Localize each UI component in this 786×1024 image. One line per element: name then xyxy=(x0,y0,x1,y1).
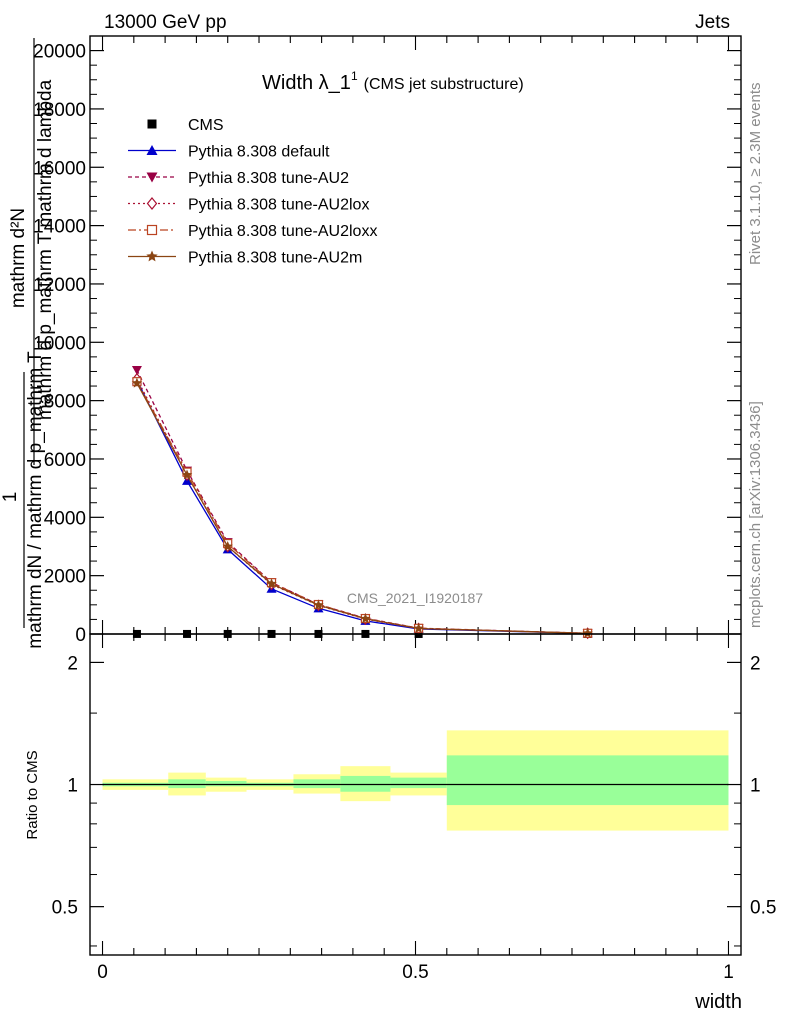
y-label-denominator: mathrm d p_mathrm T mathrm d lambda xyxy=(35,79,56,420)
legend-marker xyxy=(147,119,157,129)
ratio-axis-ticks xyxy=(90,634,741,955)
ratio-inner-band xyxy=(205,781,247,787)
series-line xyxy=(136,382,588,634)
legend-label: Pythia 8.308 tune-AU2 xyxy=(188,170,349,187)
legend-label: Pythia 8.308 tune-AU2m xyxy=(188,250,362,267)
ratio-inner-band xyxy=(390,777,447,789)
y-label-numerator: mathrm d²N xyxy=(8,208,29,308)
x-tick-label: 0 xyxy=(97,962,108,983)
ratio-y-tick-label: 2 xyxy=(67,653,78,674)
analysis-watermark: CMS_2021_I1920187 xyxy=(347,590,483,606)
chart-title: Width λ_11 (CMS jet substructure) xyxy=(262,69,524,94)
legend-marker xyxy=(146,224,158,236)
ratio-y-tick-labels: 0.5 0.5 1 1 2 2 xyxy=(52,653,777,918)
main-y-tick-label: 16000 xyxy=(33,158,86,179)
ratio-y-tick-label-right: 2 xyxy=(750,653,761,674)
x-tick-label: 0.5 xyxy=(402,962,428,983)
data-point xyxy=(266,578,277,589)
ratio-inner-band xyxy=(446,755,729,806)
main-y-tick-label: 14000 xyxy=(33,217,86,238)
y-label-prefix-denominator: mathrm dN / mathrm d p_mathrm T xyxy=(25,351,46,649)
legend: CMS Pythia 8.308 default Pythia 8.308 tune… xyxy=(128,117,377,267)
y-label-prefix-numerator: 1 xyxy=(0,492,21,503)
ratio-inner-band xyxy=(293,779,341,789)
legend-marker xyxy=(146,172,158,183)
header-energy: 13000 GeV pp xyxy=(104,12,227,33)
data-point xyxy=(413,623,424,633)
legend-marker xyxy=(146,197,158,210)
data-point xyxy=(222,541,233,551)
main-y-tick-label: 10000 xyxy=(33,333,86,354)
data-point xyxy=(360,613,371,624)
legend-marker xyxy=(146,145,158,155)
ratio-y-axis-label: Ratio to CMS xyxy=(24,750,41,839)
data-point xyxy=(582,627,593,638)
data-point xyxy=(131,366,142,376)
ratio-inner-band xyxy=(168,779,206,789)
main-y-tick-labels: 0 2000 4000 6000 8000 10000 12000 14000 16000 180… xyxy=(33,42,86,646)
mcplots-label: mcplots.cern.ch [arXiv:1306.3436] xyxy=(747,401,764,628)
ratio-bands xyxy=(102,730,729,831)
data-point xyxy=(313,599,324,610)
legend-label: CMS xyxy=(188,117,224,134)
x-tick-labels: 0 0.5 1 xyxy=(97,962,734,983)
ratio-plot-frame xyxy=(89,633,742,956)
legend-label: Pythia 8.308 default xyxy=(188,144,330,161)
ratio-y-tick-label-right: 1 xyxy=(750,776,761,797)
main-y-tick-label: 0 xyxy=(75,625,86,646)
ratio-y-tick-label: 0.5 xyxy=(52,898,78,919)
rivet-label: Rivet 3.1.10, ≥ 2.3M events xyxy=(747,83,764,266)
main-y-axis-label: mathrm d²N mathrm d p_mathrm T mathrm d … xyxy=(0,38,56,649)
x-axis-label: width xyxy=(694,991,742,1013)
main-axis-ticks xyxy=(90,36,741,635)
header-process: Jets xyxy=(695,12,730,33)
series-5 xyxy=(131,377,593,638)
main-plot-panel: 0 2000 4000 6000 8000 10000 12000 14000 16000 180… xyxy=(0,35,742,649)
main-y-tick-label: 20000 xyxy=(33,42,86,63)
ratio-y-tick-label-right: 0.5 xyxy=(750,898,776,919)
series-line xyxy=(136,379,588,635)
main-y-tick-label: 6000 xyxy=(44,450,86,471)
legend-label: Pythia 8.308 tune-AU2lox xyxy=(188,197,369,214)
data-point xyxy=(131,377,143,388)
ratio-inner-band xyxy=(340,775,391,792)
ratio-y-tick-label: 1 xyxy=(67,776,78,797)
x-tick-label: 1 xyxy=(723,962,734,983)
main-y-tick-label: 2000 xyxy=(44,567,86,588)
legend-label: Pythia 8.308 tune-AU2loxx xyxy=(188,223,377,240)
main-y-tick-label: 12000 xyxy=(33,275,86,296)
main-y-tick-label: 4000 xyxy=(44,508,86,529)
data-point xyxy=(181,469,193,480)
main-y-tick-label: 18000 xyxy=(33,100,86,121)
ratio-plot-panel: 0.5 0.51 12 2 0 0.5 1 Ratio to CMS width xyxy=(24,633,777,1013)
legend-marker xyxy=(146,250,158,262)
main-y-tick-label: 8000 xyxy=(44,392,86,413)
